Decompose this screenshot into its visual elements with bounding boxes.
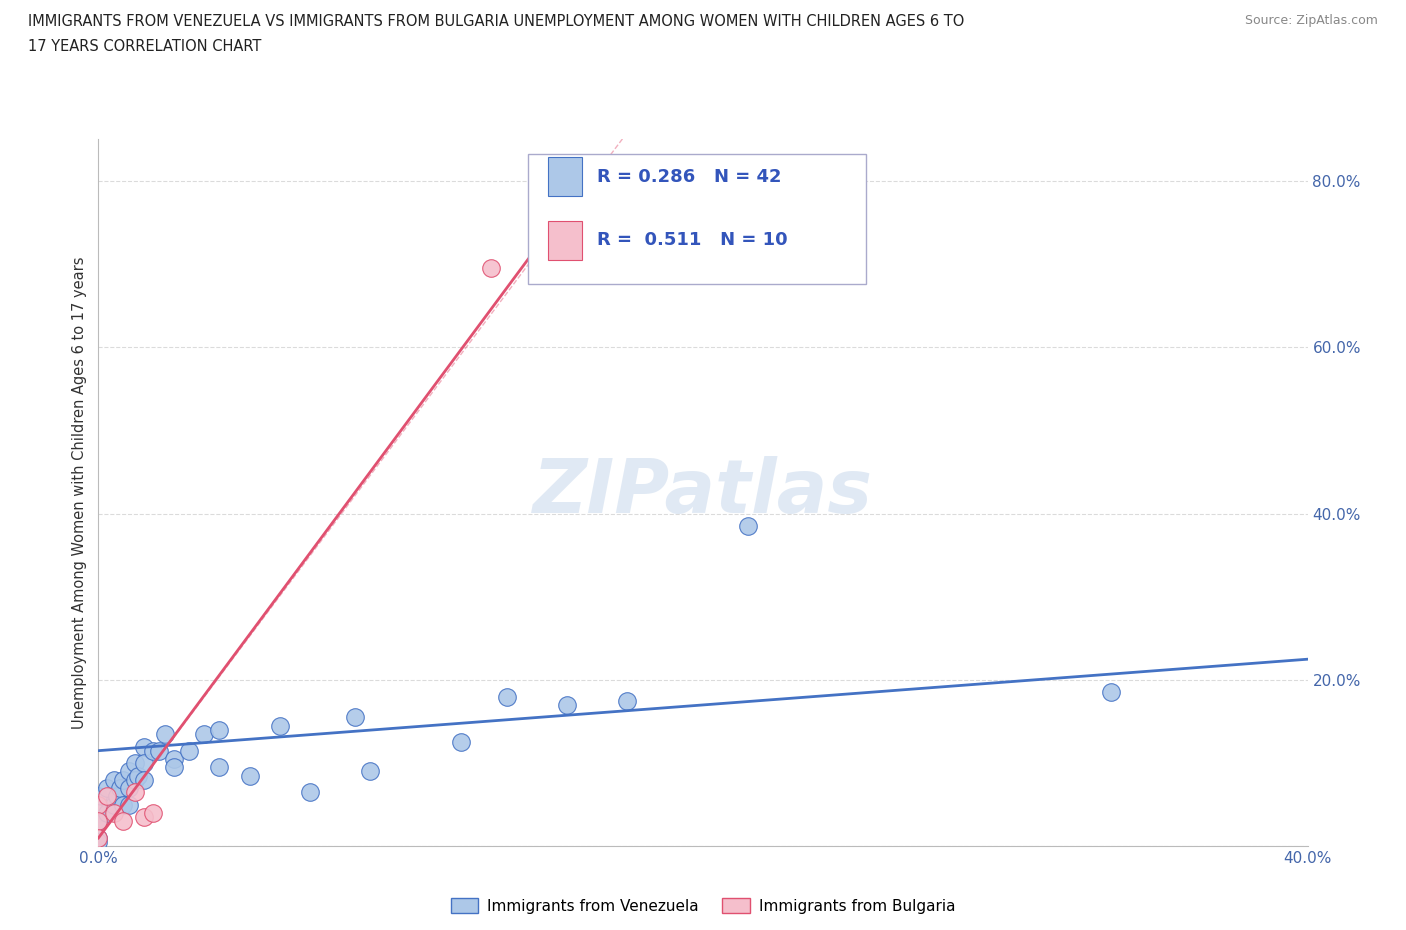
Point <box>177 743 201 758</box>
FancyBboxPatch shape <box>548 220 582 259</box>
Point <box>132 810 155 825</box>
Point <box>239 768 262 783</box>
Point <box>96 780 118 795</box>
Point <box>450 735 472 750</box>
FancyBboxPatch shape <box>527 153 866 285</box>
Point <box>142 743 165 758</box>
Point <box>148 743 170 758</box>
Point <box>360 764 382 779</box>
Point <box>87 830 110 845</box>
Text: IMMIGRANTS FROM VENEZUELA VS IMMIGRANTS FROM BULGARIA UNEMPLOYMENT AMONG WOMEN W: IMMIGRANTS FROM VENEZUELA VS IMMIGRANTS … <box>28 14 965 29</box>
Point <box>105 789 128 804</box>
Point <box>96 805 118 820</box>
Point <box>87 789 110 804</box>
Point <box>118 780 141 795</box>
Text: ZIPatlas: ZIPatlas <box>533 457 873 529</box>
Point <box>124 785 146 800</box>
Point <box>103 805 125 820</box>
Text: Source: ZipAtlas.com: Source: ZipAtlas.com <box>1244 14 1378 27</box>
Point <box>124 756 146 771</box>
Point <box>208 723 231 737</box>
Point <box>163 751 186 766</box>
Point <box>193 726 215 741</box>
Text: R =  0.511   N = 10: R = 0.511 N = 10 <box>596 232 787 249</box>
Point <box>111 797 134 812</box>
Point <box>118 797 141 812</box>
Point <box>153 726 176 741</box>
Point <box>108 780 131 795</box>
Legend: Immigrants from Venezuela, Immigrants from Bulgaria: Immigrants from Venezuela, Immigrants fr… <box>444 892 962 920</box>
Point <box>481 261 503 276</box>
Y-axis label: Unemployment Among Women with Children Ages 6 to 17 years: Unemployment Among Women with Children A… <box>72 257 87 729</box>
Point <box>96 789 118 804</box>
Point <box>555 698 578 712</box>
Point <box>124 772 146 787</box>
Point <box>111 814 134 829</box>
Point <box>344 710 367 724</box>
Point <box>132 772 155 787</box>
Point <box>208 760 231 775</box>
Text: R = 0.286   N = 42: R = 0.286 N = 42 <box>596 167 782 186</box>
Point <box>103 772 125 787</box>
Point <box>163 760 186 775</box>
FancyBboxPatch shape <box>548 157 582 196</box>
Point <box>737 519 759 534</box>
Point <box>495 689 517 704</box>
Point <box>111 772 134 787</box>
Point <box>142 805 165 820</box>
Point <box>87 835 110 850</box>
Point <box>87 805 110 820</box>
Point <box>103 797 125 812</box>
Point <box>87 830 110 845</box>
Point <box>269 718 291 733</box>
Point <box>118 764 141 779</box>
Point <box>132 739 155 754</box>
Point <box>1099 685 1122 700</box>
Point <box>87 814 110 829</box>
Point <box>132 756 155 771</box>
Point <box>299 785 322 800</box>
Point <box>127 768 149 783</box>
Point <box>87 797 110 812</box>
Point <box>616 694 638 709</box>
Point <box>87 814 110 829</box>
Text: 17 YEARS CORRELATION CHART: 17 YEARS CORRELATION CHART <box>28 39 262 54</box>
